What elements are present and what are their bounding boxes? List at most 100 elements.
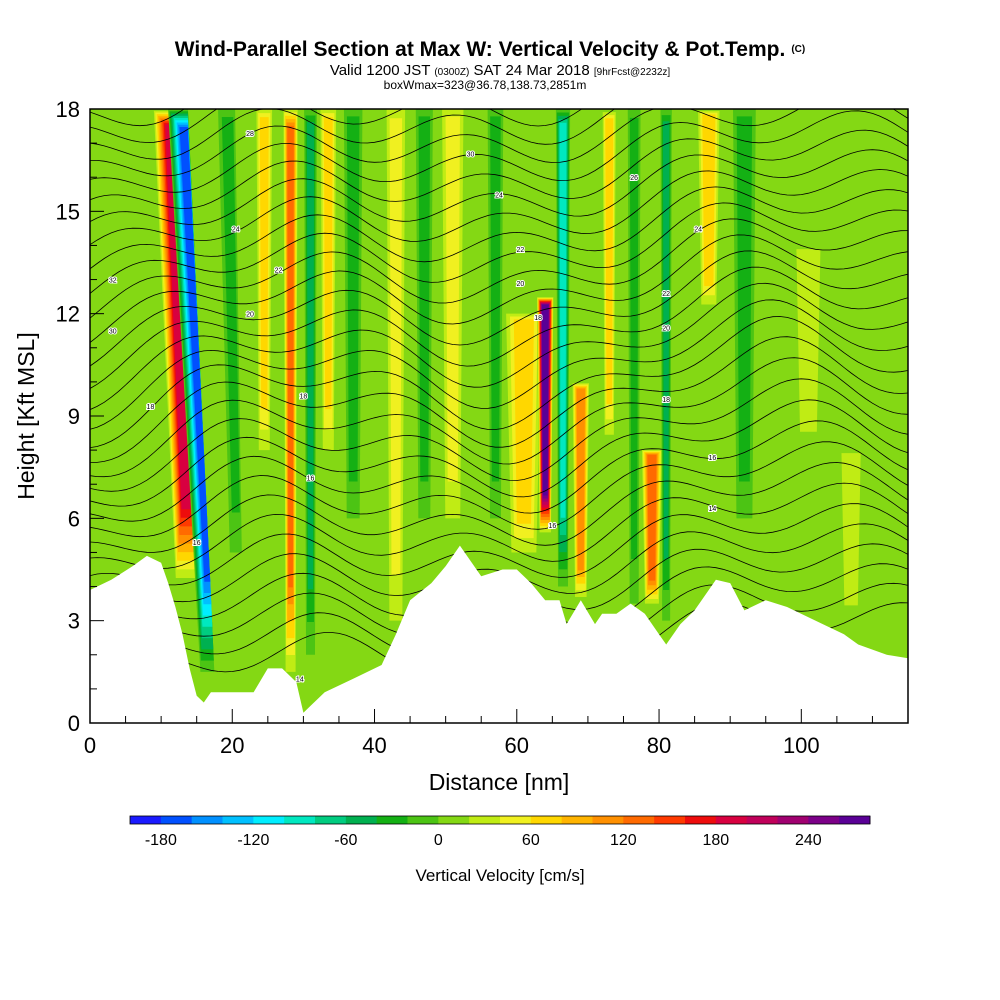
contour-label: 14 bbox=[296, 677, 304, 684]
colorbar-frame bbox=[129, 815, 871, 825]
colorbar-swatch bbox=[685, 816, 717, 824]
contour-label: 18 bbox=[147, 404, 155, 411]
y-tick-label: 6 bbox=[68, 506, 80, 531]
w-band bbox=[165, 124, 191, 510]
colorbar-swatch bbox=[345, 816, 378, 824]
w-feature-12 bbox=[487, 109, 504, 519]
contour-label: 18 bbox=[299, 394, 307, 401]
isentrope-line bbox=[90, 186, 908, 270]
isentrope-line bbox=[90, 282, 908, 410]
x-tick-label: 20 bbox=[220, 733, 244, 758]
colorbar-swatch bbox=[315, 816, 347, 824]
colorbar-tick-label: 180 bbox=[702, 832, 729, 849]
contour-label: 18 bbox=[662, 397, 670, 404]
plot-inner: 32 30 18 28 24 22 20 18 16 16 14 30 24 22 20 18 16 26 24 22… bbox=[90, 109, 908, 723]
contour-label: 16 bbox=[708, 455, 716, 462]
colorbar-tick-label: 60 bbox=[522, 832, 540, 849]
contour-label: 16 bbox=[548, 523, 556, 530]
x-axis: 0 20 40 60 80 100 bbox=[84, 709, 909, 758]
w-band bbox=[389, 118, 403, 575]
y-tick-label: 0 bbox=[68, 711, 80, 736]
isentrope-line bbox=[90, 441, 908, 538]
chart-subtitle-box: boxWmax=323@36.78,138.73,2851m bbox=[384, 78, 587, 92]
chart-title-main: Wind-Parallel Section at Max W: Vertical… bbox=[175, 38, 786, 61]
w-band bbox=[796, 249, 821, 432]
contour-label: 18 bbox=[534, 315, 542, 322]
isentrope-line bbox=[90, 399, 908, 507]
x-tick-label: 80 bbox=[647, 733, 671, 758]
colorbar-swatch bbox=[469, 816, 501, 824]
isentrope-line bbox=[90, 109, 908, 177]
contour-label: 24 bbox=[232, 226, 240, 233]
w-band bbox=[513, 319, 534, 524]
isentrope-line bbox=[90, 357, 908, 478]
colorbar-swatch bbox=[839, 816, 871, 824]
w-band bbox=[346, 116, 360, 482]
y-axis-label: Height [Kft MSL] bbox=[13, 332, 39, 499]
x-tick-label: 0 bbox=[84, 733, 96, 758]
w-feature-8 bbox=[343, 109, 363, 519]
contour-label: 20 bbox=[246, 312, 254, 319]
w-band bbox=[179, 127, 211, 582]
colorbar-tick-label: -60 bbox=[334, 832, 357, 849]
subtitle-forecast: [9hrFcst@2232z] bbox=[594, 67, 671, 78]
isentrope-line bbox=[90, 482, 908, 569]
plot-area: 32 30 18 28 24 22 20 18 16 16 14 30 24 22 20 18 16 26 24 22… bbox=[89, 108, 909, 724]
colorbar-swatch bbox=[777, 816, 809, 824]
w-feature-23 bbox=[790, 245, 827, 451]
w-feature-15 bbox=[555, 109, 571, 587]
colorbar-tick-label: -180 bbox=[145, 832, 177, 849]
w-band bbox=[576, 388, 586, 571]
contour-label: 20 bbox=[516, 281, 524, 288]
x-axis-label: Distance [nm] bbox=[429, 769, 570, 795]
colorbar-swatch bbox=[191, 816, 223, 824]
y-axis: 0 3 6 9 12 15 18 bbox=[56, 97, 104, 736]
w-feature-11 bbox=[442, 109, 464, 519]
y-tick-label: 3 bbox=[68, 609, 80, 634]
colorbar-swatch bbox=[623, 816, 655, 824]
contour-label: 26 bbox=[630, 175, 638, 182]
y-tick-label: 18 bbox=[56, 97, 80, 122]
w-band bbox=[323, 117, 333, 410]
x-tick-label: 60 bbox=[505, 733, 529, 758]
w-band bbox=[736, 116, 753, 482]
w-band bbox=[259, 117, 269, 410]
contour-label: 28 bbox=[246, 131, 254, 138]
isentrope-line bbox=[90, 503, 908, 586]
w-band bbox=[287, 125, 294, 588]
colorbar-swatch bbox=[746, 816, 778, 824]
colorbar-swatch bbox=[654, 816, 686, 824]
colorbar-tick-label: 0 bbox=[434, 832, 443, 849]
w-feature-22 bbox=[733, 109, 756, 519]
isentrope-line bbox=[90, 110, 908, 193]
colorbar-swatch bbox=[438, 816, 470, 824]
chart-title-mark: (C) bbox=[791, 44, 805, 55]
w-band bbox=[605, 118, 614, 405]
isentrope-line bbox=[90, 462, 908, 553]
colorbar-swatch bbox=[592, 816, 624, 824]
isentrope-line bbox=[90, 202, 908, 294]
chart-title: Wind-Parallel Section at Max W: Vertical… bbox=[175, 38, 805, 61]
contour-label: 16 bbox=[193, 540, 201, 547]
colorbar-tick-label: -120 bbox=[237, 832, 269, 849]
w-band bbox=[490, 116, 501, 482]
colorbar-swatch bbox=[808, 816, 840, 824]
colorbar-swatch bbox=[222, 816, 254, 824]
w-band bbox=[541, 304, 549, 496]
isentrope-line bbox=[90, 299, 908, 430]
colorbar-label: Vertical Velocity [cm/s] bbox=[415, 866, 584, 885]
subtitle-valid: Valid 1200 JST bbox=[330, 62, 435, 79]
colorbar-tick-label: 120 bbox=[610, 832, 637, 849]
w-feature-18 bbox=[627, 109, 641, 604]
w-feature-4 bbox=[256, 109, 273, 451]
w-band bbox=[559, 122, 567, 518]
subtitle-utc: (0300Z) bbox=[434, 67, 469, 78]
isentrope-line bbox=[90, 378, 908, 492]
w-band bbox=[629, 117, 639, 560]
contour-label: 14 bbox=[708, 506, 716, 513]
subtitle-date: SAT 24 Mar 2018 bbox=[469, 62, 594, 79]
w-feature-7 bbox=[320, 109, 337, 451]
colorbar-tick-label: 240 bbox=[795, 832, 822, 849]
w-feature-6 bbox=[304, 109, 317, 655]
w-band bbox=[306, 122, 315, 590]
